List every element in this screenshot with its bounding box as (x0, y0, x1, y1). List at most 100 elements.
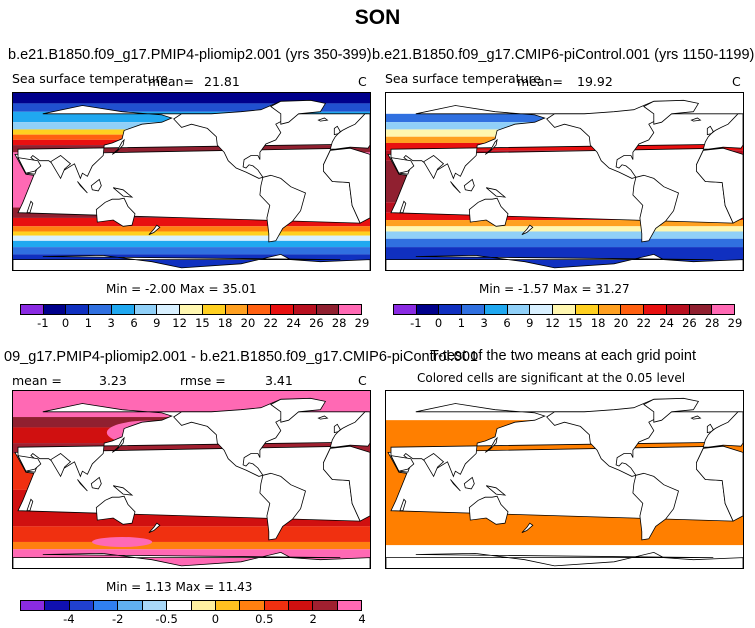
land-mass (702, 113, 743, 150)
colorbar-tick-label: 28 (704, 316, 720, 330)
land-mass (259, 174, 306, 243)
land-mass (50, 453, 72, 478)
contour-band (13, 235, 370, 241)
land-mass (485, 187, 507, 198)
colorbar-tick-label: 28 (331, 316, 347, 330)
colorbar-swatch (264, 601, 289, 610)
land-mass (270, 397, 327, 423)
colorbar-swatch (553, 305, 576, 314)
land-mass (317, 117, 329, 122)
colorbar-tick-label: 26 (309, 316, 324, 330)
land-mass (390, 157, 415, 174)
contour-band (386, 238, 743, 248)
panel4-subtitle: Colored cells are significant at the 0.0… (417, 371, 686, 385)
contour-band (13, 217, 370, 227)
panel2-units: C (732, 74, 741, 89)
panel3-units: C (358, 373, 367, 388)
panel1-title: b.e21.B1850.f09_g17.PMIP4-pliomip2.001 (… (8, 47, 372, 63)
land-mass (111, 436, 125, 453)
colorbar-tick-label: 1 (457, 316, 466, 330)
land-mass (317, 415, 329, 420)
land-mass (270, 99, 327, 125)
colorbar-tick-label: 24 (659, 316, 674, 330)
land-mass (706, 423, 714, 434)
contour-band (386, 226, 743, 232)
land-mass (450, 479, 461, 492)
colorbar-tick-label: 18 (590, 316, 606, 330)
panel2-title: b.e21.B1850.f09_g17.CMIP6-piControl.001 … (372, 47, 755, 63)
sst-colorbar-right-labels: -1 0 1 3 6 9 12 15 18 20 22 24 26 28 29 (393, 316, 742, 330)
colorbar-swatch (316, 305, 340, 314)
colorbar-tick-label: 15 (568, 316, 583, 330)
land-mass (521, 224, 534, 235)
colorbar-tick-label: -4 (63, 612, 75, 626)
colorbar-swatch (313, 601, 338, 610)
contour-band (386, 231, 743, 239)
colorbar-swatch (43, 305, 67, 314)
colorbar-tick-label: 3 (480, 316, 488, 330)
land-mass (111, 138, 125, 155)
contour-band (13, 226, 370, 232)
panel1-minmax: Min = -2.00 Max = 35.01 (106, 282, 257, 296)
colorbar-tick-label: 9 (153, 316, 161, 330)
colorbar-swatch (240, 601, 265, 610)
colorbar-tick-label: 22 (263, 316, 279, 330)
land-mass (95, 495, 136, 525)
colorbar-swatch (288, 601, 314, 610)
colorbar-swatch (248, 305, 272, 314)
colorbar-tick-label: 0 (61, 316, 70, 330)
land-mass (77, 181, 88, 194)
land-mass (484, 436, 498, 453)
contour-band (13, 541, 370, 550)
land-mass (13, 551, 370, 568)
colorbar-swatch (484, 305, 508, 314)
colorbar-swatch (202, 305, 226, 314)
colorbar-swatch (416, 305, 440, 314)
colorbar-swatch (293, 305, 317, 314)
land-mass (17, 157, 42, 174)
land-mass (485, 485, 507, 496)
sst-colorbar-right (393, 304, 735, 315)
colorbar-swatch (530, 305, 554, 314)
land-mass (333, 125, 341, 136)
land-mass (632, 174, 679, 243)
contour-band (13, 93, 370, 104)
land-mass (333, 423, 341, 434)
land-mass (112, 187, 134, 198)
map-panel-ttest (385, 390, 744, 569)
land-mass (386, 253, 743, 270)
colorbar-tick-label: 12 (172, 316, 187, 330)
colorbar-swatch (191, 601, 216, 610)
sst-colorbar-left-labels: -1 0 1 3 6 9 12 15 18 20 22 24 26 28 29 (20, 316, 369, 330)
colorbar-tick-label: -1 (410, 316, 422, 330)
land-mass (17, 455, 42, 472)
colorbar-swatch (507, 305, 531, 314)
land-mass (90, 476, 102, 490)
colorbar-swatch (89, 305, 112, 314)
land-mass (50, 155, 72, 180)
land-mass (399, 200, 407, 214)
land-mass (695, 147, 743, 224)
colorbar-tick-label: 2 (309, 612, 317, 626)
colorbar-swatch (69, 601, 95, 610)
land-mass (423, 155, 445, 180)
land-mass (702, 411, 743, 448)
panel2-mean-value: 19.92 (577, 74, 613, 89)
colorbar-swatch (225, 305, 249, 314)
panel3-mean-value: 3.23 (99, 373, 127, 388)
panel4-title: T-test of the two means at each grid poi… (430, 348, 696, 364)
land-mass (521, 522, 534, 533)
panel3-title: 09_g17.PMIP4-pliomip2.001 - b.e21.B1850.… (4, 349, 478, 365)
panel3-rmse-value: 3.41 (265, 373, 293, 388)
colorbar-tick-label: 18 (217, 316, 233, 330)
colorbar-swatch (621, 305, 645, 314)
map-panel-picontrol (385, 92, 744, 271)
land-mass (90, 178, 102, 192)
colorbar-swatch (339, 305, 362, 314)
colorbar-swatch (94, 601, 119, 610)
map-panel-pliomip (12, 92, 371, 271)
land-mass (706, 125, 714, 136)
colorbar-swatch (157, 305, 181, 314)
colorbar-swatch (134, 305, 158, 314)
colorbar-swatch (142, 601, 168, 610)
